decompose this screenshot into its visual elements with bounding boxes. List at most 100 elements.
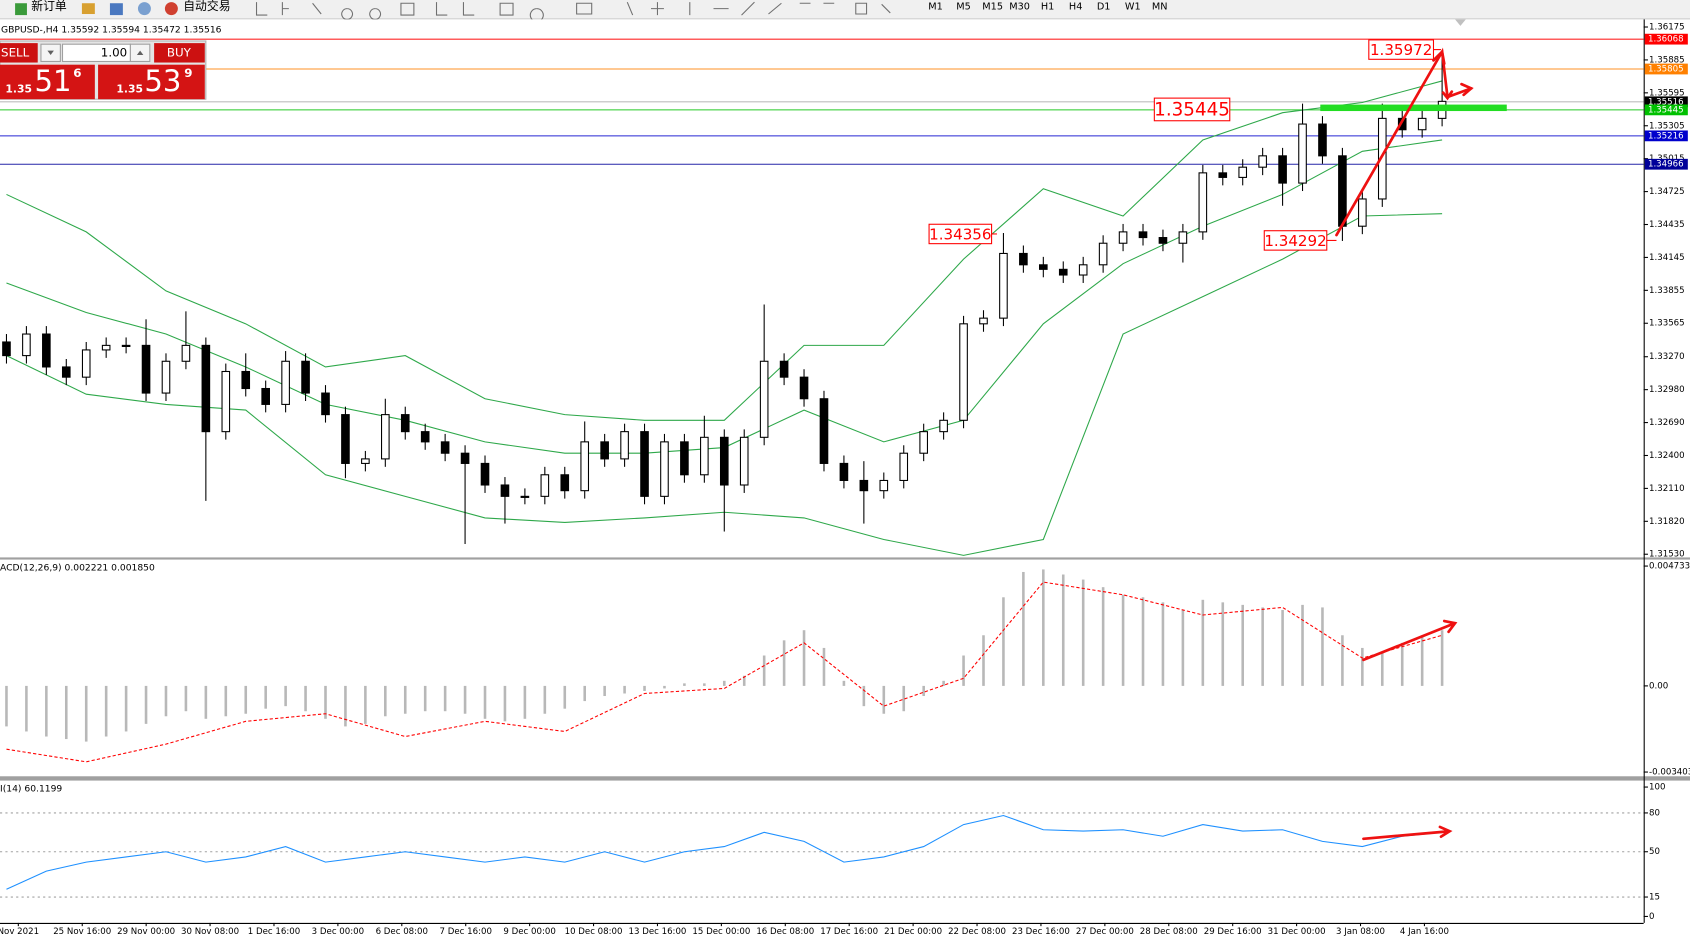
- timeframe-button[interactable]: M1: [928, 1, 943, 12]
- lot-down-icon: [47, 50, 54, 55]
- price-line-tag: [1644, 63, 1688, 75]
- candle-body: [640, 431, 649, 497]
- macd-bar: [1002, 597, 1005, 686]
- icon[interactable]: [137, 2, 151, 16]
- macd-bar: [184, 685, 188, 712]
- y-tick-label: 1.35305: [1649, 121, 1685, 131]
- price-line-label: 1.35216: [1648, 131, 1684, 141]
- macd-bar: [1101, 587, 1105, 686]
- x-tick-label: 13 Dec 16:00: [629, 927, 687, 937]
- macd-bar: [84, 685, 88, 742]
- x-tick-label: 25 Nov 16:00: [53, 927, 111, 937]
- macd-bar: [583, 685, 587, 702]
- annotation-label: 1.34356: [929, 226, 991, 244]
- candle-body: [899, 452, 909, 481]
- candle-body: [839, 462, 849, 481]
- candle-body: [201, 344, 211, 433]
- candle-body: [1298, 123, 1307, 184]
- macd-bar: [403, 685, 407, 714]
- timeframe-button[interactable]: D1: [1097, 1, 1111, 12]
- timeframe-button[interactable]: M5: [956, 1, 971, 12]
- ask-box[interactable]: [98, 64, 205, 100]
- x-tick-label: 27 Dec 00:00: [1076, 927, 1134, 937]
- y-tick-label: 1.36175: [1649, 23, 1685, 33]
- macd-bar: [384, 685, 387, 717]
- y-tick-label: 1.32980: [1649, 385, 1685, 395]
- annotation-label: 1.35972: [1370, 41, 1432, 59]
- candle-body: [1019, 252, 1028, 266]
- macd-bar: [1181, 609, 1185, 686]
- candle-body: [1218, 172, 1228, 178]
- macd-bar: [264, 685, 267, 709]
- candle-body: [101, 344, 111, 351]
- bollinger-upper: [6, 80, 1443, 421]
- macd-bar: [1241, 604, 1245, 686]
- x-tick-label: 16 Dec 08:00: [756, 927, 814, 937]
- sell-button[interactable]: [0, 43, 38, 63]
- candle-body: [759, 360, 769, 438]
- x-tick-label: 15 Dec 00:00: [692, 927, 750, 937]
- y-tick-label: 1.33270: [1649, 352, 1685, 362]
- annotation-label: 1.35445: [1154, 100, 1230, 121]
- candle-body: [620, 431, 629, 460]
- candle-body: [460, 452, 470, 464]
- candle-body: [779, 360, 789, 378]
- macd-bar: [922, 685, 925, 697]
- x-tick-label: 3 Jan 08:00: [1336, 927, 1385, 937]
- bid-prefix: 1.35: [5, 82, 32, 95]
- candle-body: [420, 431, 430, 443]
- timeframe-button[interactable]: M15: [982, 1, 1003, 12]
- macd-bar: [882, 685, 886, 714]
- icon[interactable]: [164, 2, 178, 16]
- timeframe-button[interactable]: M30: [1009, 1, 1030, 12]
- bid-small: 6: [73, 66, 81, 80]
- y-tick-label: 15: [1649, 893, 1660, 903]
- macd-bar: [1301, 604, 1304, 686]
- macd-bar: [802, 630, 806, 686]
- buy-label[interactable]: BUY: [167, 45, 192, 59]
- y-tick-label: 0: [1649, 912, 1654, 922]
- candle-body: [400, 414, 410, 433]
- main-plot: [0, 19, 1644, 558]
- macd-bar: [663, 685, 666, 689]
- macd-bar: [1022, 571, 1025, 686]
- price-line-label: 1.35516: [1648, 97, 1684, 107]
- macd-signal: [6, 581, 1443, 763]
- candle-body: [181, 344, 191, 362]
- icon[interactable]: [15, 3, 27, 16]
- annotation-box: [1368, 39, 1435, 60]
- sell-label[interactable]: SELL: [1, 45, 30, 59]
- bid-box[interactable]: [0, 64, 95, 100]
- icon[interactable]: [255, 2, 415, 20]
- macd-bar: [523, 685, 527, 719]
- timeframe-button[interactable]: MN: [1152, 1, 1168, 12]
- candle-body: [979, 317, 988, 325]
- macd-bar: [1161, 602, 1165, 686]
- auto-trading[interactable]: 自动交易: [183, 0, 230, 13]
- y-tick-label: 1.35885: [1649, 55, 1685, 65]
- indicator-title: I(14) 60.1199: [0, 784, 62, 795]
- candle-body: [819, 398, 829, 464]
- y-tick-label: 100: [1649, 783, 1665, 793]
- y-tick-label: 1.33565: [1649, 319, 1685, 329]
- macd-bar: [204, 685, 208, 719]
- icon[interactable]: [81, 3, 95, 15]
- timeframe-button[interactable]: H1: [1041, 1, 1054, 12]
- x-tick-label: 21 Dec 00:00: [884, 927, 942, 937]
- candle-body: [1258, 155, 1267, 168]
- timeframe-button[interactable]: H4: [1069, 1, 1082, 12]
- macd-bar: [1341, 635, 1344, 686]
- icon[interactable]: [109, 3, 123, 16]
- macd-bar: [822, 647, 826, 686]
- candle-body: [1138, 231, 1148, 239]
- new-order[interactable]: 新订单: [31, 0, 67, 13]
- buy-button[interactable]: [154, 43, 205, 63]
- macd-bar: [244, 685, 248, 714]
- price-line-tag: [1644, 104, 1688, 116]
- candle-body: [919, 431, 928, 454]
- macd-bar: [1081, 579, 1085, 686]
- candle-body: [939, 419, 948, 433]
- lot-value[interactable]: 1.00: [101, 45, 127, 59]
- x-tick-label: 6 Dec 08:00: [376, 927, 428, 937]
- timeframe-button[interactable]: W1: [1125, 1, 1141, 12]
